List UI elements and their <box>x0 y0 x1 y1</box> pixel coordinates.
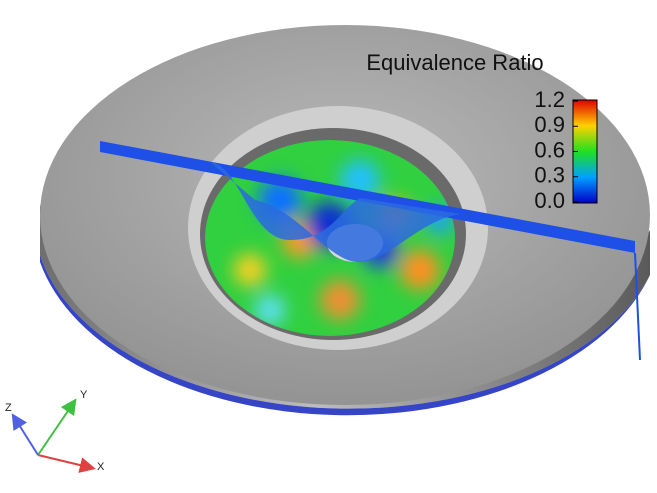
axis-label: Y <box>80 389 88 401</box>
axes-triad: X Y Z <box>5 389 105 473</box>
colorbar-tick-label: 0.3 <box>534 163 565 188</box>
axis-label: X <box>97 461 105 473</box>
colorbar-title: Equivalence Ratio <box>366 50 543 75</box>
colorbar-tick-label: 0.9 <box>534 112 565 137</box>
colorbar-tick-label: 0.6 <box>534 137 565 162</box>
slice-plane <box>100 141 641 361</box>
axis-label: Z <box>5 402 12 414</box>
colorbar-tick-label: 1.2 <box>534 87 565 112</box>
colorbar-tick-label: 0.0 <box>534 188 565 213</box>
colorbar: Equivalence Ratio 0.00.30.60.91.2 <box>366 50 598 213</box>
